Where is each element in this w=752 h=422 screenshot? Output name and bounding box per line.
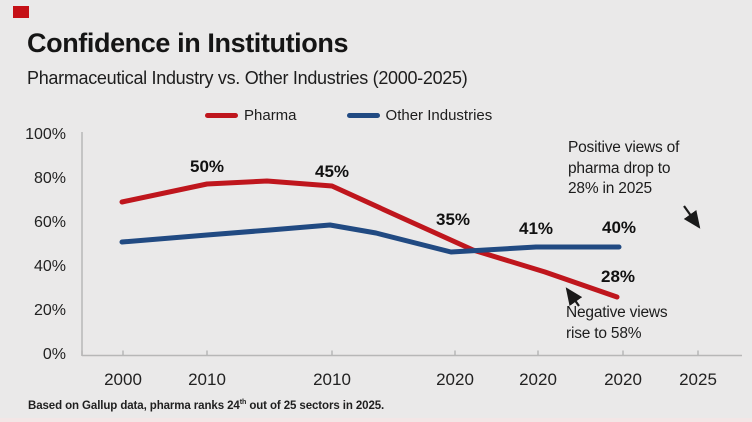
chart-legend: Pharma Other Industries <box>205 107 492 124</box>
annotation-negative-views: Negative views rise to 58% <box>566 304 668 342</box>
arrow-up-left-icon <box>565 287 583 307</box>
legend-label-pharma: Pharma <box>244 107 297 124</box>
annotation-positive-views: Positive views of pharma drop to 28% in … <box>568 139 680 197</box>
legend-label-other-industries: Other Industries <box>385 107 493 124</box>
footnote-text-suffix: out of 25 sectors in 2025. <box>246 399 385 412</box>
pharma-line-swatch-icon <box>205 113 238 118</box>
legend-item-other-industries: Other Industries <box>346 107 493 124</box>
red-square-mark <box>13 6 29 18</box>
legend-item-pharma: Pharma <box>205 107 297 124</box>
page-title: Confidence in Institutions <box>27 28 349 58</box>
footnote: Based on Gallup data, pharma ranks 24th … <box>28 398 384 412</box>
series-line-pharma <box>119 178 620 300</box>
footnote-text: Based on Gallup data, pharma ranks 24 <box>28 399 240 412</box>
arrow-down-right-icon <box>683 205 701 229</box>
footnote-superscript: th <box>239 398 247 406</box>
other-industries-line-swatch-icon <box>346 113 380 118</box>
page-subtitle: Pharmaceutical Industry vs. Other Indust… <box>27 68 468 88</box>
bottom-edge-strip <box>0 418 752 422</box>
series-line-other-industries <box>119 222 622 255</box>
